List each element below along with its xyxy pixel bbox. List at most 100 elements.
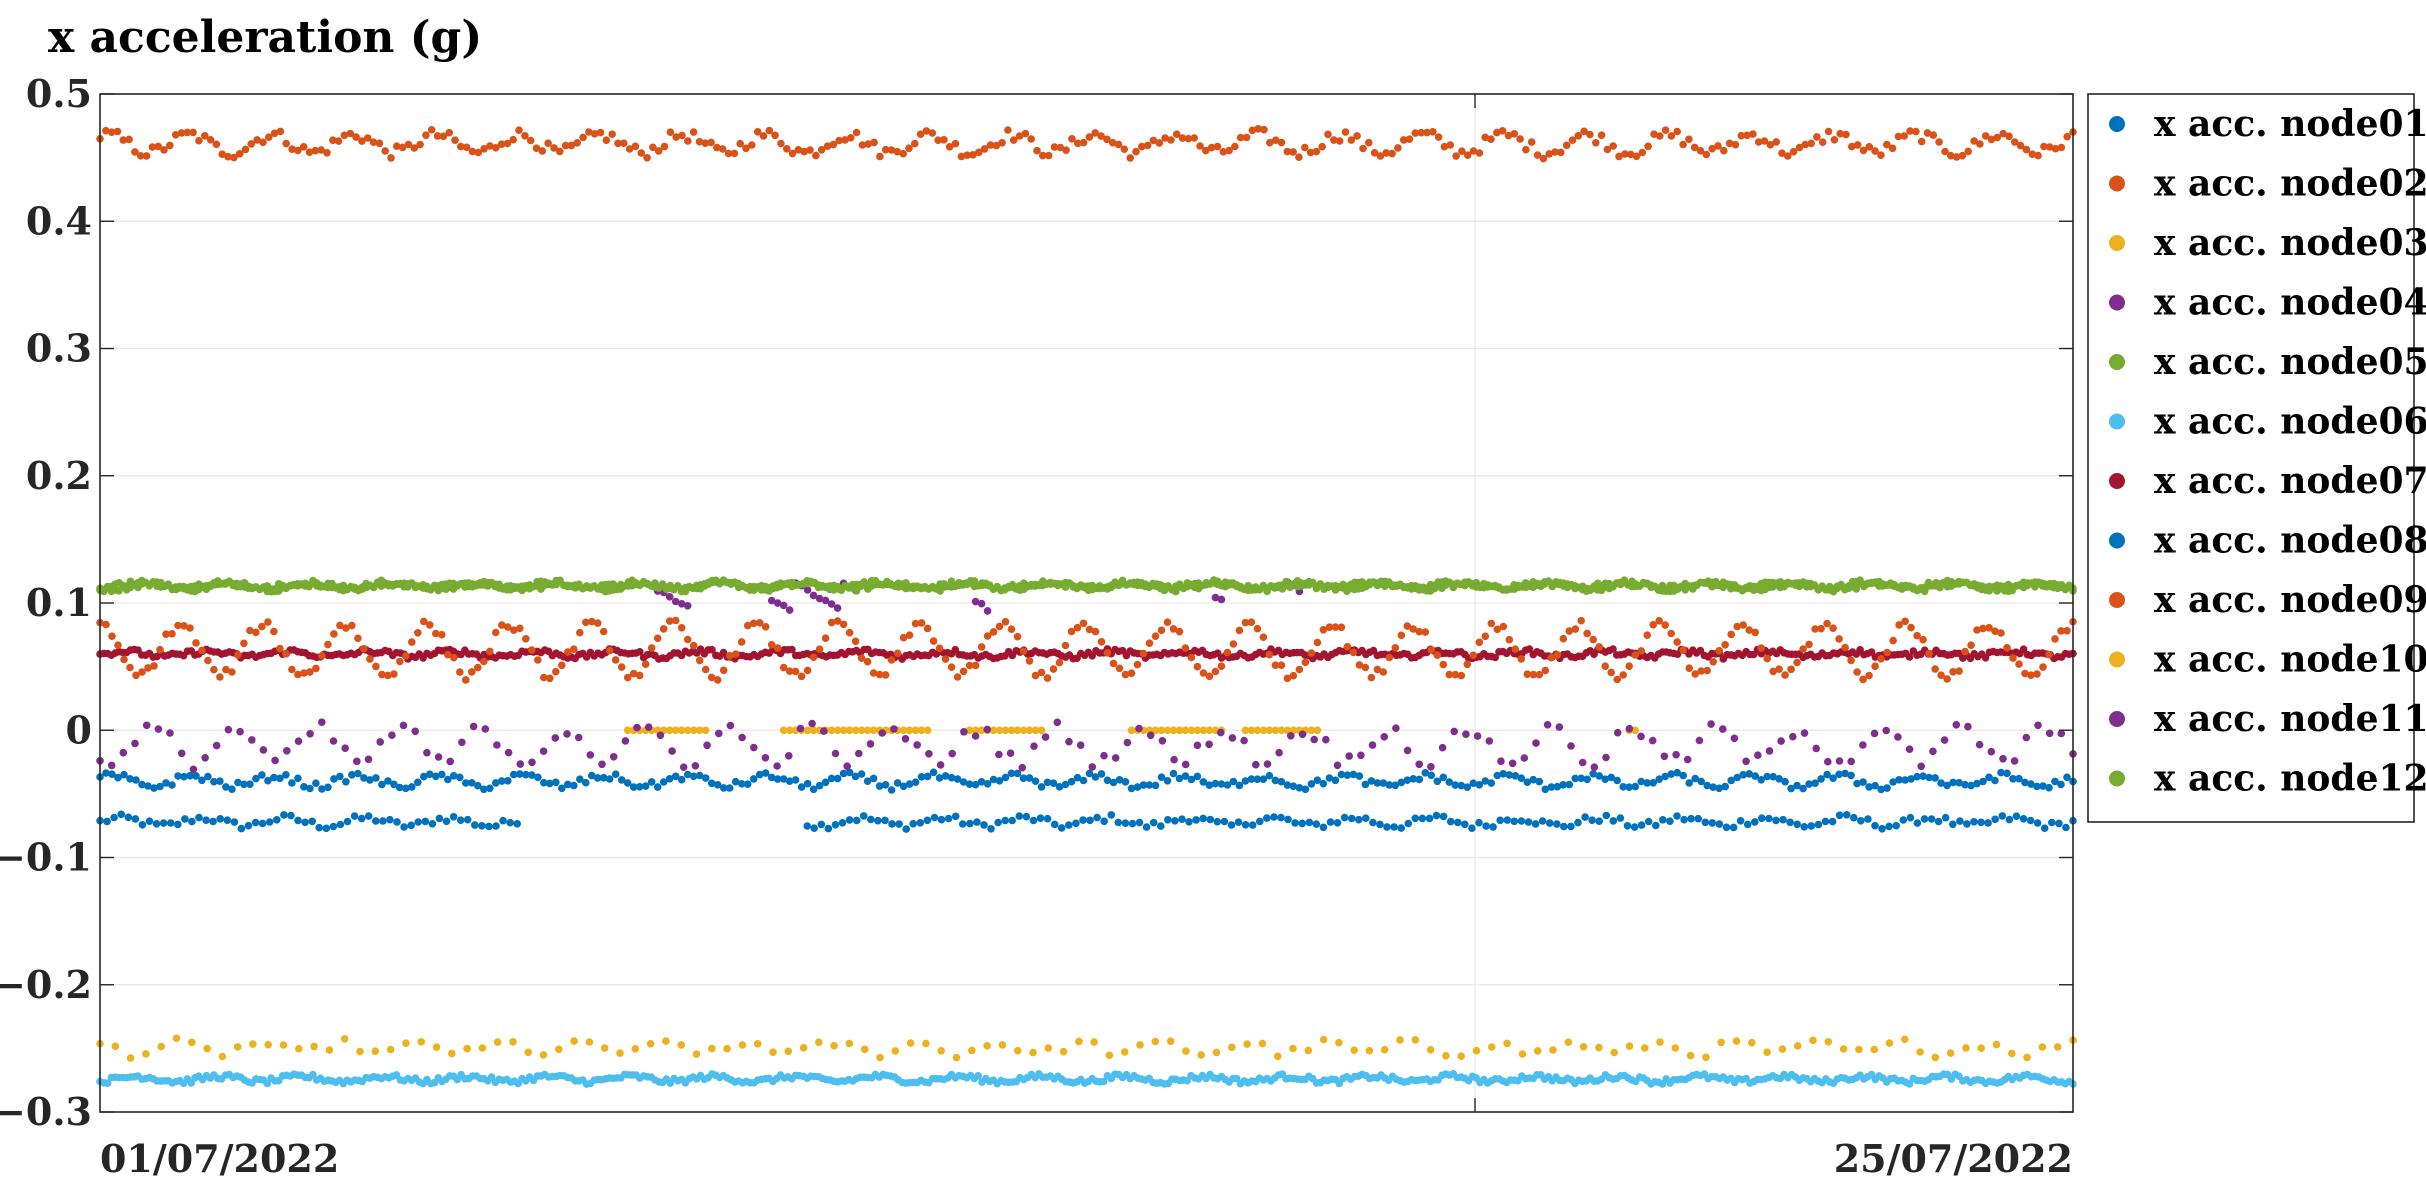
data-point (857, 770, 866, 778)
data-point (2015, 774, 2023, 783)
data-point (1139, 781, 1148, 789)
data-point (1963, 820, 1971, 828)
data-point (864, 140, 872, 148)
data-point (1055, 658, 1064, 667)
data-point (677, 1041, 685, 1049)
data-point (851, 637, 860, 646)
data-point (803, 586, 812, 594)
data-point (1472, 1046, 1481, 1055)
data-point (1927, 815, 1936, 823)
data-point (1595, 643, 1603, 651)
data-point (300, 783, 308, 791)
data-point (1115, 776, 1124, 784)
data-point (1248, 126, 1257, 135)
data-point (1259, 633, 1268, 641)
data-point (1499, 770, 1508, 778)
data-point (1987, 135, 1996, 144)
data-point (1091, 129, 1099, 137)
data-point (486, 647, 494, 656)
data-point (1708, 144, 1716, 153)
data-point (162, 779, 170, 787)
data-point (142, 152, 151, 160)
legend-marker (2109, 116, 2125, 132)
data-point (420, 617, 428, 626)
data-point (689, 772, 698, 781)
data-point (1493, 128, 1501, 137)
data-point (1883, 784, 1891, 792)
data-point (1415, 760, 1423, 769)
data-point (1931, 774, 1939, 782)
data-point (1114, 140, 1123, 149)
data-point (524, 1048, 532, 1057)
data-point (1403, 746, 1412, 755)
data-point (132, 671, 140, 680)
data-point (1253, 775, 1262, 783)
data-point (150, 784, 158, 792)
data-point (2057, 729, 2066, 738)
data-point (1981, 132, 1990, 140)
data-point (515, 126, 523, 134)
data-point (1127, 669, 1136, 677)
data-point (1289, 671, 1298, 680)
data-point (1877, 655, 1885, 663)
data-point (1142, 823, 1151, 831)
data-point (713, 676, 722, 684)
data-point (2055, 819, 2063, 828)
data-point (1949, 668, 1957, 676)
data-point (329, 737, 338, 745)
data-point (212, 140, 221, 149)
data-point (1753, 585, 1762, 593)
data-point (1842, 130, 1850, 139)
data-point (767, 641, 776, 649)
data-point (420, 772, 428, 781)
data-point (449, 813, 458, 821)
data-point (1298, 819, 1306, 828)
data-point (1099, 1077, 1108, 1086)
data-point (1539, 154, 1548, 163)
data-point (1765, 747, 1774, 755)
data-point (785, 752, 793, 760)
data-point (995, 726, 1004, 735)
data-point (1149, 818, 1158, 827)
data-point (1196, 142, 1204, 150)
data-point (521, 132, 529, 140)
data-point (1602, 811, 1611, 820)
data-point (1181, 772, 1190, 780)
data-point (852, 128, 861, 137)
data-point (1243, 1040, 1251, 1048)
data-point (773, 775, 782, 783)
data-point (1991, 815, 1999, 824)
data-point (416, 140, 424, 149)
data-point (1577, 616, 1585, 625)
data-point (1013, 632, 1022, 641)
data-point (1631, 726, 1639, 735)
data-point (1685, 664, 1693, 672)
data-point (2045, 143, 2054, 151)
data-point (906, 1039, 915, 1047)
data-point (1687, 814, 1695, 823)
data-point (891, 1047, 900, 1055)
data-point (1062, 146, 1070, 154)
data-point (831, 821, 840, 829)
data-point (1511, 772, 1520, 780)
data-point (1781, 777, 1789, 786)
data-point (1049, 779, 1058, 787)
data-point (1659, 816, 1667, 824)
data-point (1778, 149, 1786, 157)
data-point (1727, 776, 1735, 785)
data-point (851, 726, 860, 735)
data-point (396, 783, 404, 792)
data-point (1103, 776, 1112, 785)
data-point (1865, 143, 1874, 151)
legend-label: x acc. node07 (2154, 460, 2426, 502)
data-point (863, 657, 872, 666)
data-point (1553, 782, 1562, 791)
data-point (1475, 149, 1484, 157)
data-point (162, 630, 170, 638)
data-point (1578, 758, 1587, 767)
legend-label: x acc. node03 (2154, 222, 2426, 264)
data-point (2051, 635, 2059, 643)
data-point (1091, 627, 1100, 636)
data-point (1906, 127, 1914, 135)
data-point (1433, 651, 1442, 659)
